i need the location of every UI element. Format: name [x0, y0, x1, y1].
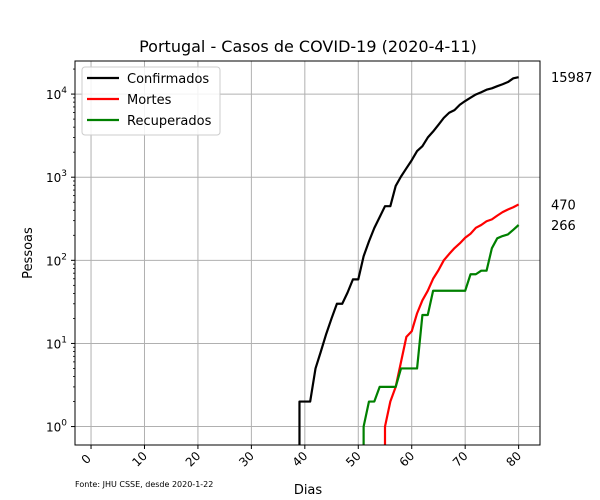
- x-axis-label: Dias: [294, 483, 323, 498]
- source-note: Fonte: JHU CSSE, desde 2020-1-22: [75, 480, 213, 489]
- y-tick-base: 10: [46, 88, 61, 102]
- legend-label: Mortes: [127, 93, 172, 108]
- series-layer: [298, 76, 520, 445]
- series-line-mortes: [383, 203, 520, 445]
- series-line-confirmados: [298, 76, 519, 445]
- end-label-confirmados: 15987: [551, 71, 592, 86]
- y-tick-label: 100: [46, 419, 67, 435]
- legend-label: Recuperados: [127, 114, 212, 129]
- chart-title: Portugal - Casos de COVID-19 (2020-4-11): [139, 37, 477, 56]
- y-tick-exponent: 2: [61, 252, 67, 262]
- y-axis-label: Pessoas: [21, 227, 36, 279]
- plot-frame: [74, 60, 541, 446]
- y-tick-base: 10: [46, 254, 61, 268]
- y-tick-base: 10: [46, 337, 61, 351]
- end-label-mortes: 470: [551, 198, 576, 213]
- y-tick-exponent: 3: [61, 169, 67, 179]
- legend-box: [81, 66, 221, 136]
- end-label-recuperados: 266: [551, 219, 576, 234]
- x-axis-ticks: 0 10 20 30 40 50 60 70 80: [79, 445, 524, 470]
- series-line-recuperados: [362, 224, 520, 445]
- y-tick-exponent: 4: [61, 86, 67, 96]
- y-tick-exponent: 0: [61, 419, 67, 429]
- end-labels: 15987 470 266: [551, 71, 592, 234]
- y-tick-base: 10: [46, 171, 61, 185]
- y-tick-label: 101: [46, 335, 67, 351]
- legend: Confirmados Mortes Recuperados: [81, 66, 221, 136]
- y-tick-label: 104: [46, 86, 67, 102]
- y-tick-base: 10: [46, 421, 61, 435]
- y-tick-label: 103: [46, 169, 67, 185]
- y-tick-exponent: 1: [61, 335, 67, 345]
- legend-label: Confirmados: [127, 72, 209, 87]
- y-tick-label: 102: [46, 252, 67, 268]
